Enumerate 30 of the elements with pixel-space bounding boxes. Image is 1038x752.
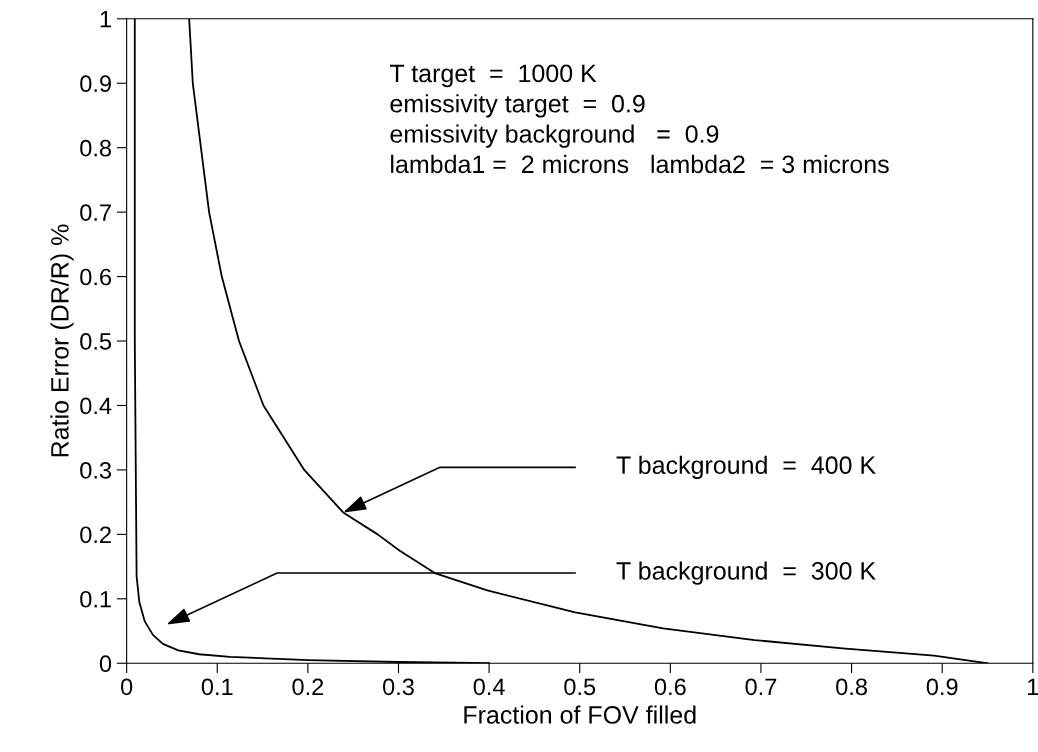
x-tick-label: 0.4: [473, 678, 505, 696]
y-tick-label: 0.2: [80, 526, 111, 544]
annotation: T target = 1000 K: [389, 64, 597, 88]
x-tick-label: 0.5: [564, 678, 596, 696]
y-tick-label: 0.5: [80, 333, 112, 350]
y-tick-label: 0.6: [80, 268, 112, 286]
x-tick-label: 0.8: [836, 678, 867, 696]
annotation: emissivity background = 0.9: [390, 124, 719, 148]
x-tick-label: 1: [1028, 678, 1038, 695]
x-tick-label: 0.2: [292, 678, 324, 696]
x-tick-label: 0.1: [201, 678, 233, 696]
x-axis-title: Fraction of FOV filled: [464, 705, 696, 724]
y-tick-label: 0.1: [80, 590, 111, 608]
y-axis-title: Ratio Error (DR/R) %: [50, 224, 74, 457]
annotation: T background = 300 K: [616, 561, 876, 585]
y-tick-label: 0.8: [80, 139, 112, 157]
y-tick-label: 0.3: [80, 461, 112, 479]
x-tick-label: 0.6: [654, 678, 686, 696]
y-tick-label: 1: [100, 11, 111, 28]
x-tick-label: 0: [120, 678, 133, 696]
y-tick-label: 0.7: [80, 204, 111, 221]
annotation: lambda1 = 2 microns lambda2 = 3 microns: [391, 154, 889, 174]
y-tick-label: 0.4: [80, 397, 112, 415]
annotation: emissivity target = 0.9: [390, 94, 645, 118]
y-tick-label: 0.9: [80, 75, 111, 93]
x-tick-label: 0.3: [383, 678, 414, 696]
x-tick-label: 0.9: [926, 678, 958, 696]
x-tick-label: 0.7: [745, 678, 777, 696]
annotation: T background = 400 K: [616, 455, 876, 479]
y-tick-label: 0: [99, 655, 112, 673]
